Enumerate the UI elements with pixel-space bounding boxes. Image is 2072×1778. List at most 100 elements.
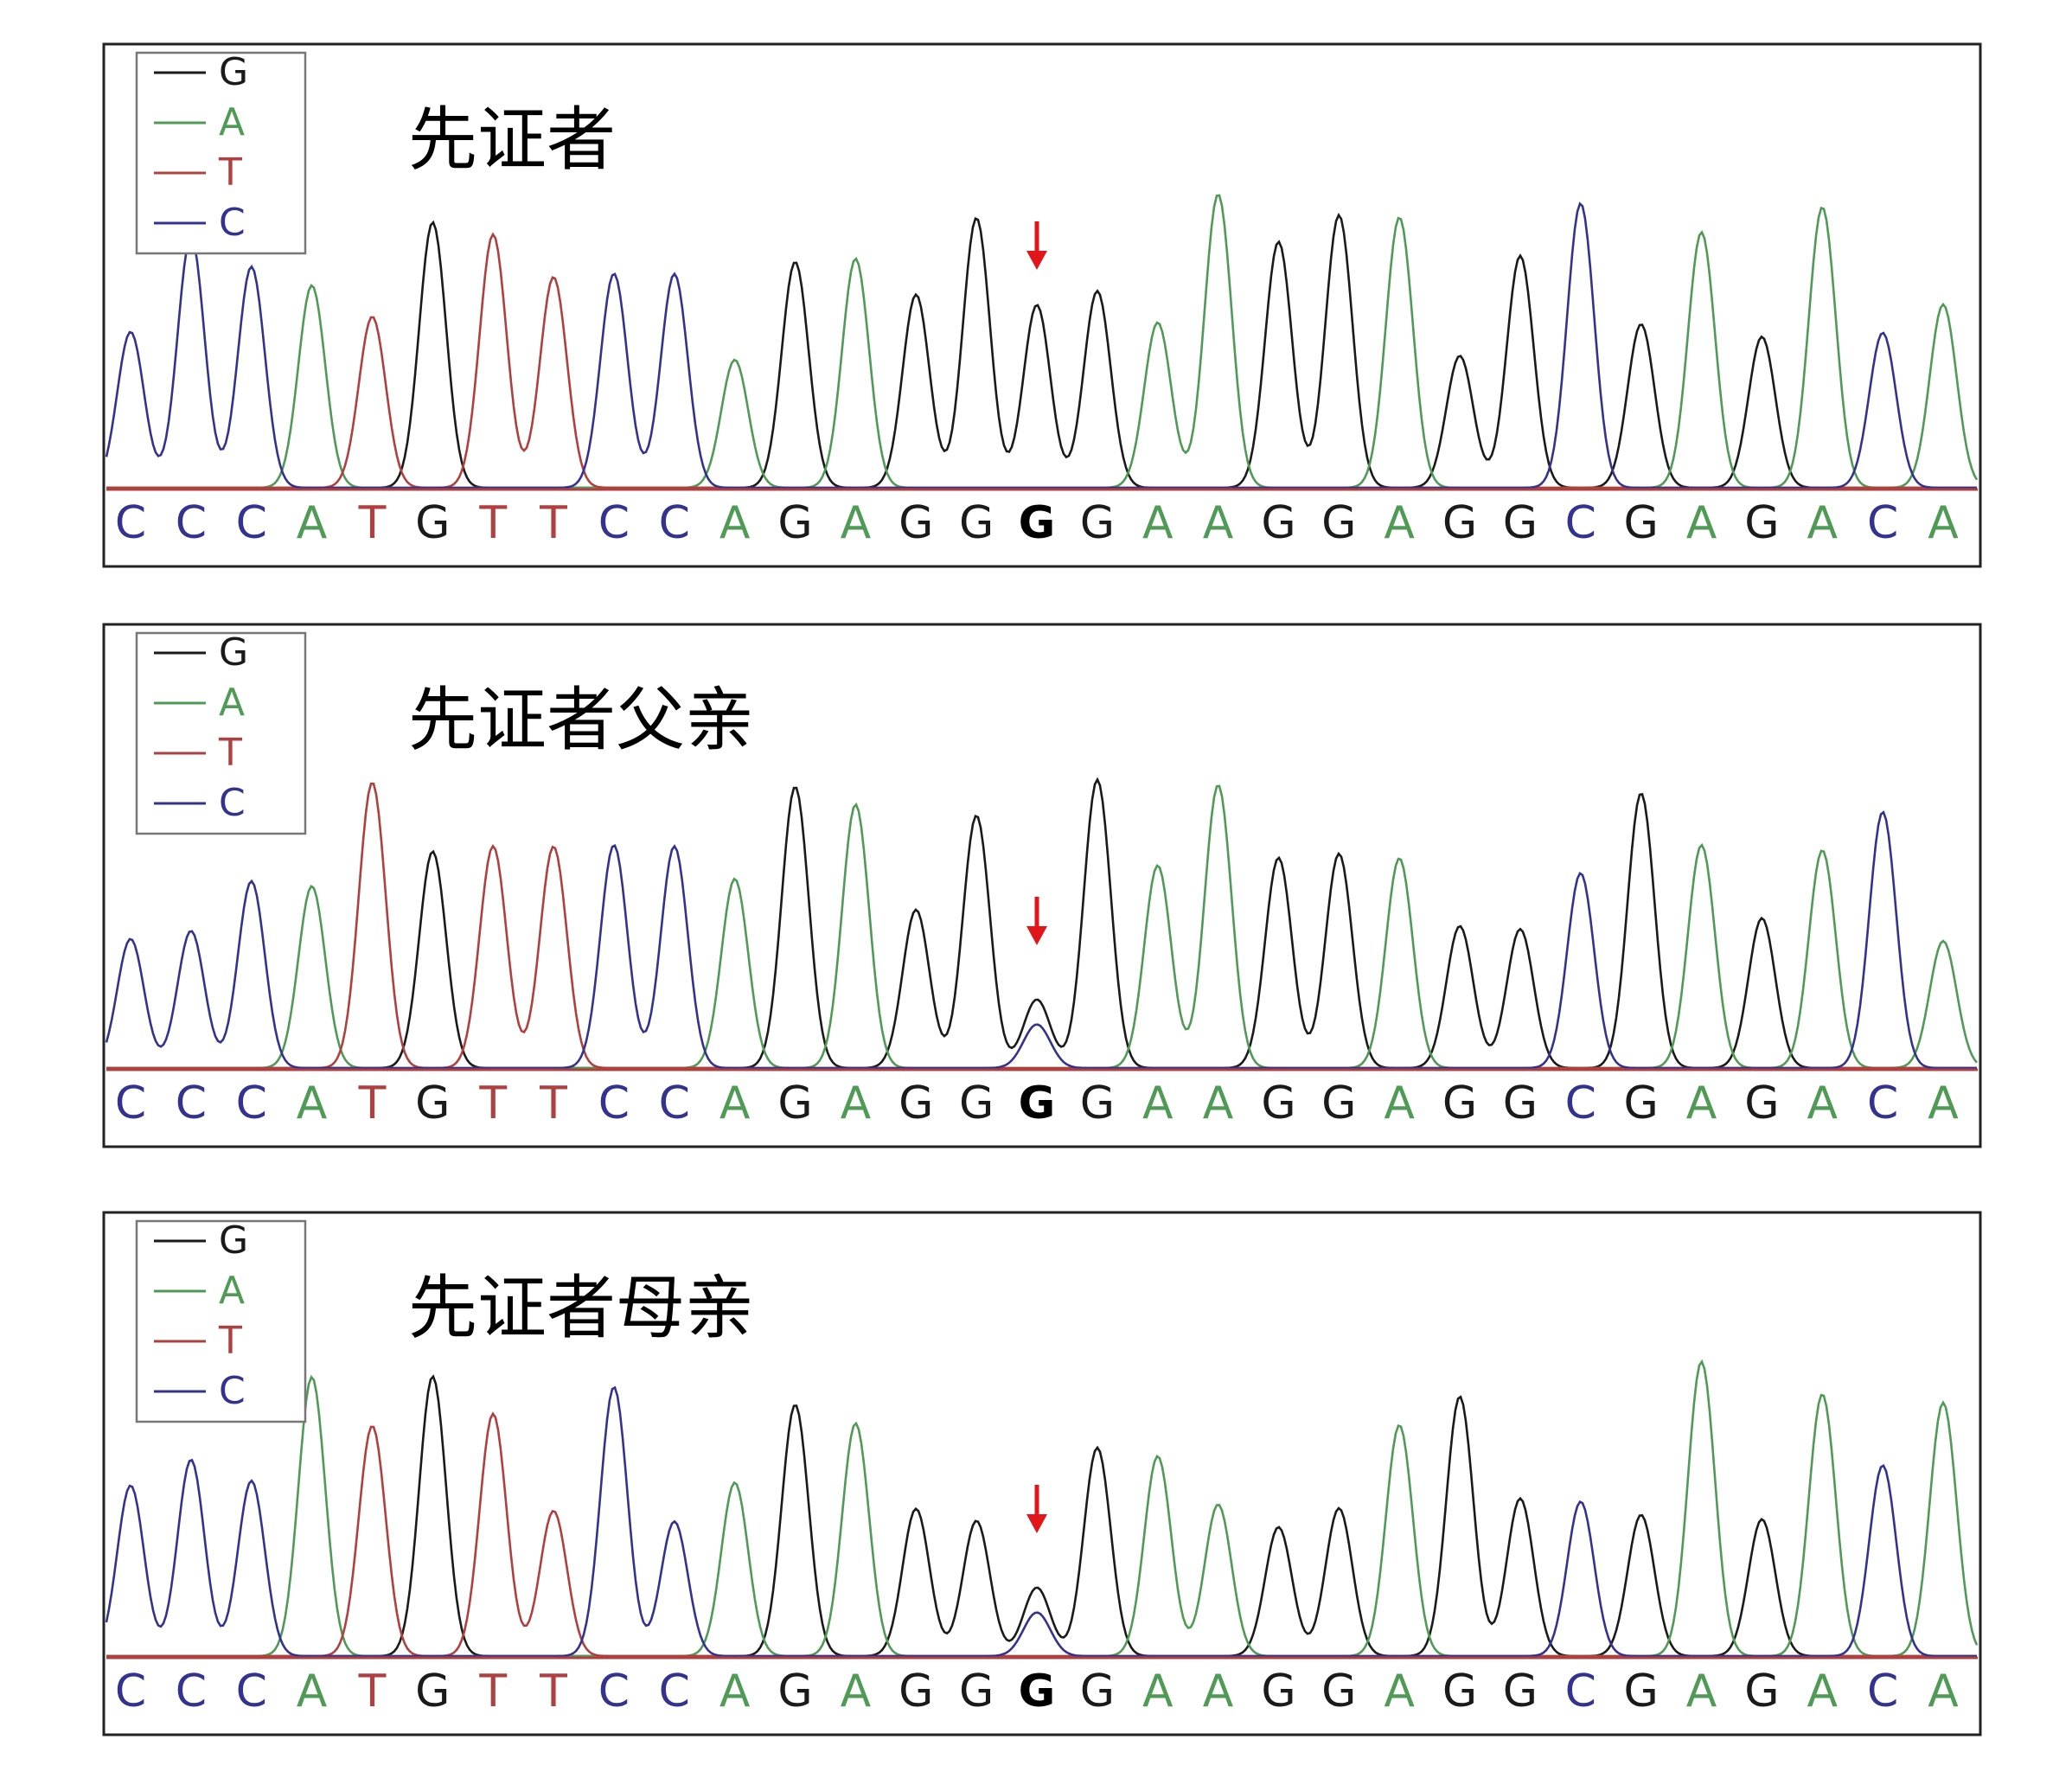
base-call: G (1321, 497, 1356, 549)
base-call: A (1142, 1666, 1173, 1717)
base-call: G (1624, 497, 1659, 549)
base-call: G (1624, 1078, 1659, 1129)
base-call: G (899, 1666, 933, 1717)
base-call: A (1928, 497, 1959, 549)
base-call: G (1503, 1666, 1538, 1717)
legend-box (135, 631, 307, 835)
base-call: A (1807, 497, 1838, 549)
base-call: G (899, 1078, 933, 1129)
legend-label: G (219, 50, 248, 94)
base-call: A (1142, 497, 1173, 549)
base-call: C (236, 497, 267, 549)
base-call: G (1744, 497, 1779, 549)
base-call: G (1261, 1078, 1295, 1129)
base-call: G (777, 1078, 812, 1129)
base-call: G (1261, 497, 1295, 549)
base-call: A (1384, 1078, 1415, 1129)
base-call: C (1565, 1078, 1596, 1129)
base-call: T (478, 1078, 507, 1129)
base-call: G (415, 1666, 450, 1717)
base-call: A (1384, 1666, 1415, 1717)
trace (106, 1359, 1979, 1658)
arrow-head (1026, 1514, 1047, 1533)
legend-label: G (219, 630, 248, 675)
base-call: G (1744, 1078, 1779, 1129)
base-call: G (1019, 497, 1056, 549)
base-call: G (1080, 497, 1115, 549)
base-call: T (358, 497, 387, 549)
base-call: A (1807, 1078, 1838, 1129)
base-call: C (598, 1666, 630, 1717)
legend-label: T (218, 1319, 242, 1363)
base-call: A (1928, 1666, 1959, 1717)
trace (106, 1411, 1977, 1658)
base-call: T (478, 497, 507, 549)
base-call: A (719, 1666, 751, 1717)
base-call: A (719, 1078, 751, 1129)
legend-label: A (219, 681, 245, 725)
base-call: T (478, 1666, 507, 1717)
base-call: G (959, 497, 994, 549)
base-call: G (1442, 1666, 1477, 1717)
base-call: G (1503, 497, 1538, 549)
base-call: G (1019, 1666, 1056, 1717)
base-call: T (358, 1078, 387, 1129)
base-call: C (659, 1078, 690, 1129)
trace (106, 782, 1977, 1070)
base-call: C (1565, 497, 1596, 549)
base-call: T (539, 1078, 567, 1129)
base-call: A (1203, 497, 1234, 549)
base-call: A (841, 497, 872, 549)
trace (106, 232, 1977, 489)
base-call: C (176, 497, 207, 549)
base-call: G (1261, 1666, 1295, 1717)
base-call: A (297, 1078, 328, 1129)
legend-label: C (219, 1369, 246, 1413)
legend-label: T (218, 150, 242, 195)
panel-frame (102, 1211, 1982, 1736)
legend-label: G (219, 1218, 248, 1263)
base-call: A (1807, 1666, 1838, 1717)
base-call: A (297, 1666, 328, 1717)
base-call: A (841, 1666, 872, 1717)
legend-label: A (219, 100, 245, 144)
base-call: G (959, 1078, 994, 1129)
base-call: G (1744, 1666, 1779, 1717)
base-call: C (598, 1078, 630, 1129)
base-call: C (1867, 1666, 1898, 1717)
base-call: C (176, 1078, 207, 1129)
base-call: G (1442, 1078, 1477, 1129)
trace (106, 212, 1977, 489)
base-call: A (1686, 1078, 1717, 1129)
base-call: G (1080, 1078, 1115, 1129)
base-call: G (1503, 1078, 1538, 1129)
panel-title: 先证者母亲 (408, 1268, 754, 1348)
arrow-head (1026, 926, 1047, 945)
base-call: C (1867, 497, 1898, 549)
base-call: C (176, 1666, 207, 1717)
trace (106, 1374, 1977, 1658)
base-call: G (415, 1078, 450, 1129)
arrow-head (1026, 251, 1047, 270)
base-call: C (659, 497, 690, 549)
base-call: G (1442, 497, 1477, 549)
panel-frame (102, 623, 1982, 1148)
base-call: G (415, 497, 450, 549)
base-call: T (539, 497, 567, 549)
base-call: C (115, 1078, 146, 1129)
base-call: A (1142, 1078, 1173, 1129)
legend-box (135, 51, 307, 255)
base-call: G (1321, 1666, 1356, 1717)
trace (105, 1385, 1977, 1658)
panel-title: 先证者父亲 (408, 680, 754, 760)
legend-label: A (219, 1269, 245, 1313)
base-call: G (1321, 1078, 1356, 1129)
base-call: G (777, 497, 812, 549)
trace (105, 810, 1977, 1070)
base-call: G (899, 497, 933, 549)
trace (105, 201, 1977, 489)
base-call: G (1080, 1666, 1115, 1717)
base-call: T (358, 1666, 387, 1717)
